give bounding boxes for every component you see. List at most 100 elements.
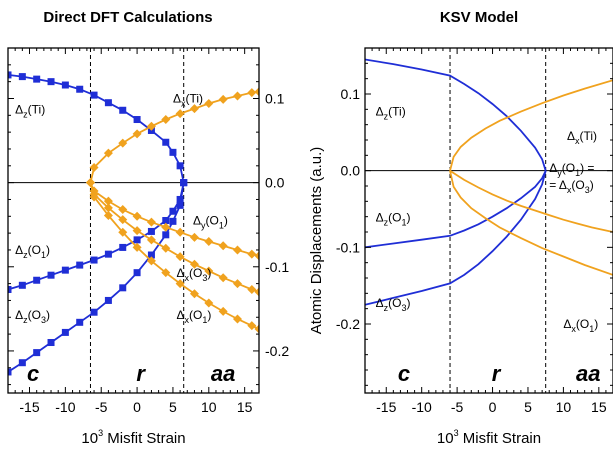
marker-dx_o3 — [118, 215, 128, 225]
marker-dx_ti — [103, 148, 113, 158]
annotation-dz_o1-part: Δ — [376, 210, 384, 224]
y-tick-label: -0.1 — [265, 259, 289, 275]
marker-dz_ti — [33, 75, 41, 83]
annotation-dx_ti: Δx(Ti) — [567, 129, 597, 146]
annotation-dy_o1-part: (O — [206, 214, 219, 228]
annotation-dz_ti-part: z — [384, 111, 389, 121]
x-tick-label: -10 — [55, 399, 75, 415]
marker-dz_ti — [104, 99, 112, 107]
annotation-dz_o1: Δz(O1) — [376, 210, 411, 227]
x-axis-label-part: 10 — [81, 430, 98, 447]
annotation-dx_o1-part: (O — [576, 317, 589, 331]
marker-dz_ti — [169, 148, 177, 156]
marker-dz_ti — [162, 138, 170, 146]
marker-dx_o1 — [85, 178, 95, 188]
y-tick-label: -0.2 — [265, 343, 289, 359]
marker-dz_ti — [90, 91, 98, 99]
x-axis-label: 103 Misfit Strain — [437, 428, 541, 447]
annotation-dy_o1-part: ) — [224, 214, 228, 228]
annotation-dz_o3: Δz(O3) — [15, 308, 50, 325]
marker-dx_o1 — [254, 324, 259, 334]
annotation-dx_o1-part: ) — [594, 317, 598, 331]
annotation-dx_o1: Δx(O1) — [563, 317, 598, 334]
marker-dx_ti — [232, 91, 242, 101]
marker-dz_o3 — [169, 217, 177, 225]
marker-dx_o3 — [161, 243, 171, 253]
marker-dy_o1 — [118, 205, 128, 215]
marker-dz_o1 — [18, 281, 26, 289]
marker-dz_o3 — [180, 179, 188, 187]
annotation-dz_o1-part: ) — [46, 243, 50, 257]
annotation-dz_o1-part: Δ — [15, 243, 23, 257]
annotation-dx_o3-part: x — [185, 273, 190, 283]
annotation-dz_o3: Δz(O3) — [376, 296, 411, 313]
marker-dz_o1 — [176, 195, 184, 203]
annotation-dx_o3-part: 3 — [202, 273, 207, 283]
annotation-dx_ti-part: Δ — [567, 129, 575, 143]
marker-dz_o1 — [61, 266, 69, 274]
marker-dx_o3 — [232, 279, 242, 289]
marker-dz_o1 — [169, 207, 177, 215]
annotation-dy_o1: Δy(O1) = — [549, 161, 594, 178]
annotation-dz_o1-part: 1 — [401, 217, 406, 227]
annotation-dx_ti-part: x — [575, 136, 580, 146]
marker-dz_ti — [8, 71, 12, 79]
annotation-dx_o1: Δx(O1) — [177, 308, 212, 325]
y-tick-label: -0.1 — [336, 239, 360, 255]
marker-dz_o3 — [162, 231, 170, 239]
dft-panel: Direct DFT Calculations -15 -10 -5 0 5 10 15 0.1… — [7, 9, 289, 447]
x-tick-label: -5 — [95, 399, 108, 415]
marker-dx_o3 — [132, 226, 142, 236]
chart-title: KSV Model — [440, 9, 518, 26]
marker-dx_o1 — [204, 298, 214, 308]
x-tick-label: -5 — [451, 399, 464, 415]
marker-dx_o3 — [247, 285, 257, 294]
annotation-dz_o3-part: 3 — [401, 303, 406, 313]
marker-dz_o1 — [90, 256, 98, 264]
plot-frame — [364, 47, 613, 394]
annotation-dy_o1-part: 1 — [575, 168, 580, 178]
marker-dx_o1 — [89, 192, 99, 202]
marker-dx_ti — [161, 115, 171, 125]
annotation-dz_o1-part: z — [23, 250, 28, 260]
series-group — [365, 58, 613, 306]
annotation-dy_o1-part: Δ — [549, 161, 557, 175]
series-line-dx_ti — [449, 79, 613, 171]
annotation-dz_ti-part: Δ — [15, 103, 23, 117]
marker-dy_o1 — [254, 251, 259, 261]
annotation-dx_o3: = Δx(O3) — [549, 178, 594, 195]
annotation-dx_ti-part: x — [181, 99, 186, 109]
marker-dx_o1 — [189, 289, 199, 299]
annotation-dx_o3-part: Δ — [177, 266, 185, 280]
marker-dz_o1 — [8, 286, 12, 293]
annotation-dx_o1-part: (O — [189, 308, 202, 322]
marker-dz_ti — [61, 81, 69, 89]
x-axis-label-part: 3 — [98, 428, 103, 438]
marker-dy_o1 — [247, 249, 257, 259]
marker-dz_o3 — [104, 296, 112, 304]
annotation-dx_o1-part: 1 — [202, 315, 207, 325]
marker-dx_o1 — [161, 268, 171, 278]
marker-dx_o1 — [175, 279, 185, 289]
annotation-dz_o1: Δz(O1) — [15, 243, 50, 260]
x-tick-label: 5 — [169, 399, 177, 415]
annotation-dz_o3-part: z — [384, 303, 389, 313]
annotation-dx_o1-part: Δ — [563, 317, 571, 331]
marker-dy_o1 — [161, 222, 171, 232]
marker-dz_o3 — [33, 349, 41, 357]
annotation-dz_ti: Δz(Ti) — [15, 103, 45, 120]
annotation-dx_o3-part: ) — [590, 178, 594, 192]
annotation-dx_o3-part: (O — [571, 178, 584, 192]
marker-dz_ti — [76, 85, 84, 93]
annotation-dz_ti-part: Δ — [376, 104, 384, 118]
marker-dx_o3 — [254, 287, 259, 297]
marker-dz_o3 — [8, 368, 12, 376]
region-label-c: c — [398, 361, 410, 386]
x-tick-label: -15 — [19, 399, 39, 415]
series-line-dx_o1 — [449, 170, 613, 276]
region-label-c: c — [27, 361, 39, 386]
y-tick-label: -0.2 — [336, 316, 360, 332]
region-label-r: r — [136, 361, 146, 386]
annotation-dz_o1-part: 1 — [41, 250, 46, 260]
marker-dz_o3 — [176, 201, 184, 209]
